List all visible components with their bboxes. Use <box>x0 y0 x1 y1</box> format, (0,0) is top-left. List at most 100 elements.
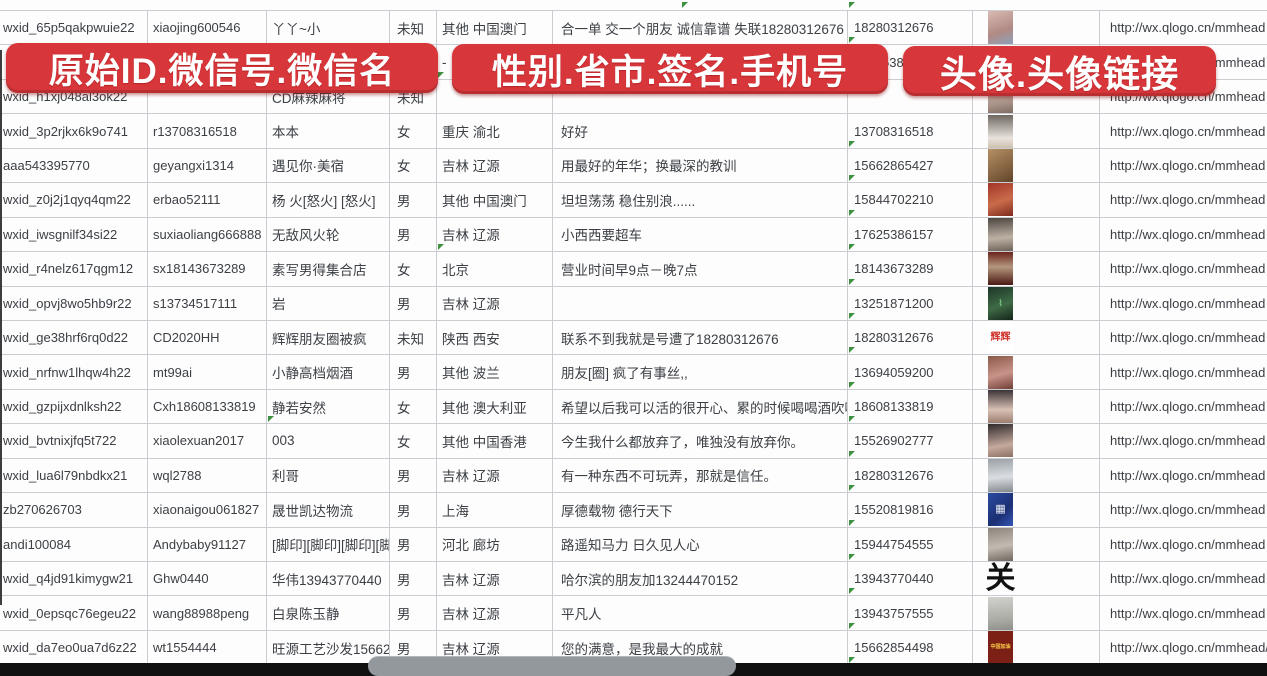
cell-avatar[interactable]: 辉辉 <box>973 320 1100 355</box>
cell-signature[interactable]: 有一种东西不可玩弄，那就是信任。 <box>553 458 848 493</box>
cell-gender[interactable]: 男 <box>390 355 437 389</box>
cell-phone[interactable]: 18280312676 <box>848 320 973 355</box>
cell-wechat-id[interactable]: erbao52111 <box>148 183 267 217</box>
cell-signature[interactable]: 希望以后我可以活的很开心、累的时候喝喝酒吹吹[ <box>553 389 848 424</box>
cell-phone[interactable]: 15662854498 <box>848 630 973 665</box>
cell-signature[interactable]: 您的满意，是我最大的成就 <box>553 630 848 665</box>
cell-original-id[interactable]: wxid_0epsqc76egeu22 <box>0 596 148 630</box>
cell-phone[interactable]: 18280312676 <box>848 11 973 45</box>
cell-wechat-name[interactable]: 小静高档烟酒 <box>267 355 390 389</box>
cell-wechat-name[interactable]: CD麻辣麻将 <box>267 79 390 114</box>
cell-wechat-name[interactable]: 晟世凯达物流 <box>267 493 390 527</box>
cell-avatar-link[interactable]: http://wx.qlogo.cn/mmhead <box>1100 493 1267 526</box>
cell-region[interactable]: 其他 中国澳门 <box>437 11 553 45</box>
cell-signature[interactable]: 平凡人 <box>553 596 848 630</box>
cell-original-id[interactable]: wxid_iwsgnilf34si22 <box>0 217 148 252</box>
cell-wechat-id[interactable]: wang88988peng <box>148 596 267 630</box>
cell-wechat-id[interactable]: s13734517111 <box>148 286 267 320</box>
cell-wechat-name[interactable]: 遇见你·美宿 <box>267 148 390 183</box>
cell-phone[interactable]: 15944754555 <box>848 527 973 561</box>
cell-avatar-link[interactable]: http://wx.qlogo.cn/mmhead <box>1100 459 1267 492</box>
cell-original-id[interactable]: wxid_3p2rjkx6k9o741 <box>0 114 148 148</box>
cell-phone[interactable]: 18280312676 <box>848 458 973 493</box>
cell-original-id[interactable]: andi100084 <box>0 527 148 561</box>
cell-avatar[interactable] <box>973 148 1100 183</box>
cell-avatar[interactable] <box>973 183 1100 217</box>
cell-wechat-id[interactable]: CD2020HH <box>148 320 267 355</box>
cell-wechat-name[interactable]: 利哥 <box>267 458 390 493</box>
cell-region[interactable]: 其他 中国香港 <box>437 424 553 458</box>
cell-original-id[interactable]: wxid_lua6l79nbdkx21 <box>0 458 148 493</box>
cell-gender[interactable]: 男 <box>390 630 437 665</box>
cell-gender[interactable]: 男 <box>390 217 437 252</box>
cell-wechat-id[interactable]: xiaojing600546 <box>148 11 267 45</box>
cell-wechat-name[interactable]: 丫丫~小 <box>267 11 390 45</box>
cell-avatar[interactable]: ⌇ <box>973 286 1100 320</box>
cell-avatar[interactable] <box>973 424 1100 458</box>
cell-signature[interactable]: 联系不到我就是号遭了18280312676 <box>553 320 848 355</box>
cell-wechat-id[interactable]: Andybaby91127 <box>148 527 267 561</box>
cell-wechat-id[interactable]: r13708316518 <box>148 114 267 148</box>
cell-avatar-link[interactable]: http://wx.qlogo.cn/mmhead <box>1100 355 1267 388</box>
cell-gender[interactable]: 女 <box>390 424 437 458</box>
cell-gender[interactable]: 男 <box>390 562 437 596</box>
cell-signature[interactable]: 厚德载物 德行天下 <box>553 493 848 527</box>
cell-avatar[interactable] <box>973 596 1100 630</box>
cell-gender[interactable]: 男 <box>390 183 437 217</box>
cell-gender[interactable]: 男 <box>390 527 437 561</box>
cell-region[interactable]: 其他 中国澳门 <box>437 183 553 217</box>
cell-avatar-link[interactable]: http://wx.qlogo.cn/mmhead <box>1100 528 1267 561</box>
cell-region[interactable]: 吉林 辽源 <box>437 148 553 183</box>
cell-avatar-link[interactable]: http://wx.qlogo.cn/mmhead <box>1100 562 1267 595</box>
cell-region[interactable]: 陕西 西安 <box>437 320 553 355</box>
cell-region[interactable]: 北京 <box>437 252 553 286</box>
cell-gender[interactable]: 女 <box>390 148 437 183</box>
cell-wechat-id[interactable] <box>148 79 267 114</box>
cell-wechat-name[interactable]: 003 <box>267 424 390 458</box>
cell-wechat-name[interactable]: 无敌风火轮 <box>267 217 390 252</box>
cell-wechat-id[interactable]: xiaolexuan2017 <box>148 424 267 458</box>
cell-avatar[interactable] <box>973 389 1100 424</box>
cell-wechat-name[interactable]: 辉辉朋友圈被疯 <box>267 320 390 355</box>
cell-wechat-name[interactable]: 白泉陈玉静 <box>267 596 390 630</box>
cell-avatar-link[interactable]: http://wx.qlogo.cn/mmhead <box>1100 11 1267 44</box>
cell-signature[interactable]: 小西西要超车 <box>553 217 848 252</box>
cell-avatar[interactable]: 关 <box>973 562 1100 596</box>
cell-original-id[interactable]: wxid_opvj8wo5hb9r22 <box>0 286 148 320</box>
cell-avatar-link[interactable]: http://wx.qlogo.cn/mmhead <box>1100 114 1267 147</box>
cell-original-id[interactable]: wxid_r4nelz617qgm12 <box>0 252 148 286</box>
cell-wechat-id[interactable]: suxiaoliang666888 <box>148 217 267 252</box>
cell-avatar[interactable] <box>973 355 1100 389</box>
cell-phone[interactable]: 13251871200 <box>848 286 973 320</box>
cell-gender[interactable]: 未知 <box>390 320 437 355</box>
cell-original-id[interactable]: wxid_da7eo0ua7d6z22 <box>0 630 148 665</box>
cell-avatar[interactable] <box>973 527 1100 561</box>
cell-wechat-id[interactable]: geyangxi1314 <box>148 148 267 183</box>
cell-wechat-name[interactable]: 旺源工艺沙发15662854 <box>267 630 390 665</box>
cell-wechat-id[interactable]: wt1554444 <box>148 630 267 665</box>
cell-signature[interactable]: 哈尔滨的朋友加13244470152 <box>553 562 848 596</box>
cell-avatar-link[interactable]: http://wx.qlogo.cn/mmhead <box>1100 252 1267 285</box>
cell-signature[interactable]: 用最好的年华；换最深的教训 <box>553 148 848 183</box>
cell-phone[interactable]: 18143673289 <box>848 252 973 286</box>
cell-wechat-name[interactable]: 华伟13943770440 <box>267 562 390 596</box>
cell-signature[interactable]: 路遥知马力 日久见人心 <box>553 527 848 561</box>
cell-avatar-link[interactable]: http://wx.qlogo.cn/mmhead <box>1100 596 1267 629</box>
scrollbar-thumb[interactable] <box>368 656 736 676</box>
cell-avatar[interactable] <box>973 458 1100 493</box>
cell-wechat-id[interactable]: Cxh18608133819 <box>148 389 267 424</box>
cell-avatar[interactable] <box>973 11 1100 45</box>
cell-phone[interactable]: 13943770440 <box>848 562 973 596</box>
cell-original-id[interactable]: zb270626703 <box>0 493 148 527</box>
cell-wechat-name[interactable]: 素写男得集合店 <box>267 252 390 286</box>
cell-signature[interactable]: 今生我什么都放弃了，唯独没有放弃你。 <box>553 424 848 458</box>
cell-original-id[interactable]: wxid_ge38hrf6rq0d22 <box>0 320 148 355</box>
cell-gender[interactable]: 未知 <box>390 79 437 114</box>
cell-wechat-id[interactable]: mt99ai <box>148 355 267 389</box>
cell-signature[interactable]: 好好 <box>553 114 848 148</box>
cell-region[interactable]: 吉林 辽源 <box>437 562 553 596</box>
cell-phone[interactable]: 13708316518 <box>848 114 973 148</box>
cell-avatar[interactable]: ▦ <box>973 493 1100 527</box>
cell-original-id[interactable]: wxid_z0j2j1qyq4qm22 <box>0 183 148 217</box>
cell-region[interactable]: 吉林 辽源 <box>437 286 553 320</box>
